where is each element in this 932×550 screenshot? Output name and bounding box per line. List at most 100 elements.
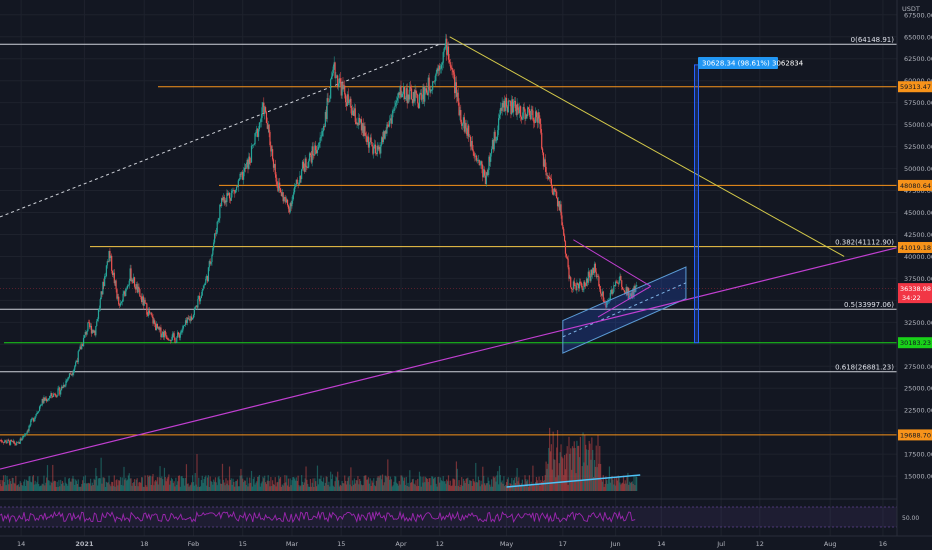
volume-bar bbox=[302, 484, 304, 491]
candle-body bbox=[524, 109, 526, 120]
volume-bar bbox=[185, 464, 188, 491]
volume-bar bbox=[306, 479, 308, 491]
price-badge bbox=[898, 241, 932, 253]
volume-bar bbox=[300, 485, 302, 491]
candle-body bbox=[239, 173, 241, 180]
volume-bar bbox=[126, 480, 128, 491]
volume-bar bbox=[342, 483, 344, 491]
candle-body bbox=[417, 94, 419, 104]
candle-body bbox=[584, 281, 586, 286]
candle-body bbox=[315, 145, 317, 151]
candle-body bbox=[341, 82, 343, 96]
volume-bar bbox=[281, 484, 283, 491]
volume-bar bbox=[277, 481, 279, 491]
volume-bar bbox=[294, 478, 296, 491]
volume-bar bbox=[468, 483, 470, 491]
fib-dashed-ray[interactable] bbox=[0, 43, 440, 218]
triangle-lower-line[interactable] bbox=[597, 285, 652, 318]
volume-bar bbox=[57, 486, 59, 491]
candle-body bbox=[2, 442, 5, 443]
price-axis[interactable]: USDT 67500.0065000.0062500.0060000.00575… bbox=[896, 0, 932, 536]
time-label: 17 bbox=[559, 540, 567, 548]
volume-bar bbox=[225, 478, 227, 491]
candle-body bbox=[383, 131, 385, 139]
volume-bar bbox=[381, 474, 384, 491]
candle-body bbox=[302, 161, 304, 169]
candle-body bbox=[334, 62, 336, 78]
descending-trendline[interactable] bbox=[449, 36, 845, 257]
drawing-layer-front[interactable] bbox=[0, 36, 898, 488]
volume-bar bbox=[126, 479, 129, 491]
volume-bar bbox=[366, 479, 368, 491]
volume-bar bbox=[11, 477, 13, 491]
volume-bar bbox=[237, 486, 239, 491]
volume-bar bbox=[374, 486, 377, 491]
long-term-trendline[interactable] bbox=[0, 247, 898, 470]
volume-bar bbox=[89, 478, 92, 491]
candle-body bbox=[429, 89, 431, 93]
candle-body bbox=[395, 102, 397, 107]
volume-bar bbox=[416, 486, 418, 491]
volume-bar bbox=[605, 476, 607, 491]
candle-body bbox=[336, 75, 338, 78]
volume-bar bbox=[464, 483, 466, 491]
candle-body bbox=[179, 332, 181, 338]
candle-body bbox=[190, 316, 192, 321]
candle-body bbox=[317, 146, 319, 150]
candle-body bbox=[49, 395, 51, 399]
volume-bar bbox=[19, 481, 21, 491]
volume-bar bbox=[60, 484, 63, 491]
candle-body bbox=[405, 88, 407, 98]
volume-bar bbox=[598, 463, 600, 491]
volume-bar bbox=[345, 484, 348, 491]
volume-bar bbox=[438, 476, 440, 491]
volume-bar bbox=[462, 478, 465, 491]
volume-bar bbox=[49, 485, 51, 491]
candle-body bbox=[191, 317, 194, 320]
candle-body bbox=[359, 119, 362, 123]
volume-bar bbox=[291, 480, 293, 491]
volume-bar bbox=[529, 484, 531, 491]
candle-body bbox=[107, 261, 109, 262]
volume-bar bbox=[272, 484, 275, 491]
volume-trendline[interactable] bbox=[506, 474, 641, 488]
candle-body bbox=[311, 146, 313, 163]
candle-body bbox=[586, 278, 589, 283]
time-axis[interactable]: 14 2021 18 Feb 15 Mar 15 Apr 12 May 17 Jun 14 Jul 12 Au… bbox=[0, 535, 932, 550]
volume-bar bbox=[13, 482, 15, 491]
triangle-upper-line[interactable] bbox=[573, 239, 652, 287]
candle-body bbox=[45, 398, 47, 401]
candle-body bbox=[207, 267, 210, 282]
volume-bar bbox=[635, 476, 637, 491]
candle-body bbox=[464, 122, 466, 132]
candle-body bbox=[301, 161, 304, 170]
candle-body bbox=[480, 161, 482, 165]
candle-body bbox=[184, 324, 186, 326]
volume-bar bbox=[331, 474, 334, 491]
volume-bar bbox=[585, 449, 588, 491]
rsi-pane[interactable] bbox=[0, 498, 897, 528]
volume-bar bbox=[575, 473, 577, 491]
time-axis-labels: 14 2021 18 Feb 15 Mar 15 Apr 12 May 17 Jun 14 Jul 12 Au… bbox=[17, 540, 887, 548]
volume-bar bbox=[338, 486, 341, 491]
volume-bar bbox=[347, 477, 349, 491]
price-range-measure[interactable] bbox=[693, 64, 699, 344]
volume-bar bbox=[630, 482, 633, 491]
volume-bar bbox=[9, 481, 12, 491]
candle-body bbox=[566, 256, 568, 259]
candle-body bbox=[38, 411, 40, 413]
candle-body bbox=[439, 65, 441, 70]
volume-bar bbox=[341, 480, 343, 491]
candle-body bbox=[149, 312, 151, 314]
candle-body bbox=[430, 89, 432, 93]
volume-bar bbox=[439, 477, 442, 491]
candle-body bbox=[600, 293, 603, 296]
volume-bar bbox=[613, 484, 615, 491]
candle-body bbox=[309, 153, 312, 156]
candle-body bbox=[466, 128, 468, 136]
candle-body bbox=[583, 281, 585, 290]
candle-body bbox=[174, 337, 176, 343]
candle-body bbox=[287, 205, 290, 209]
channel-midline[interactable] bbox=[562, 282, 687, 338]
